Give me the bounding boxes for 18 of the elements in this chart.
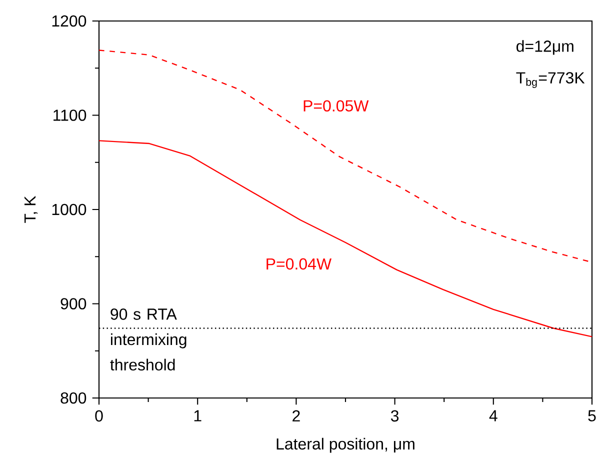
y-tick-label: 900 <box>60 298 86 310</box>
ref-line-label: 90 s RTA intermixing threshold <box>110 308 186 370</box>
y-tick-label: 1100 <box>54 110 86 121</box>
x-tick-label: 4 <box>489 410 498 422</box>
y-axis-title: T, K <box>24 196 38 223</box>
y-tick-label: 1200 <box>52 15 86 27</box>
x-tick-label: 5 <box>588 410 596 422</box>
annotation: d=12μm <box>516 40 574 55</box>
series-label: P=0.05W <box>304 100 369 112</box>
x-tick-label: 3 <box>390 410 399 422</box>
x-tick-label: 2 <box>292 410 300 422</box>
y-tick-label: 800 <box>60 392 86 404</box>
series-label: P=0.04W <box>266 258 332 270</box>
x-tick-label: 0 <box>95 410 103 422</box>
x-axis-title: Lateral position, μm <box>276 438 414 453</box>
x-tick-label: 1 <box>194 410 202 422</box>
y-tick-label: 1000 <box>52 204 86 216</box>
annotation: T$_{bg}$=773K <box>516 72 585 88</box>
